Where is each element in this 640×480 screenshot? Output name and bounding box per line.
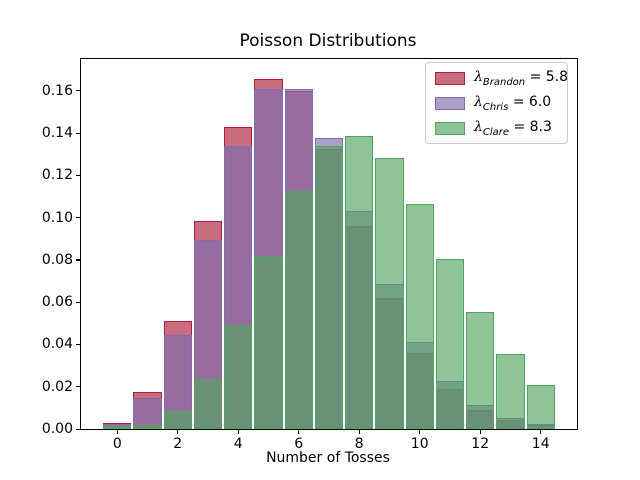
x-tick-label: 12 <box>471 436 490 452</box>
legend-swatch <box>435 96 465 110</box>
legend-entry-brandon: λBrandon = 5.8 <box>435 69 568 87</box>
bar-clare-x6 <box>284 190 313 429</box>
bar-clare-x4 <box>224 325 253 429</box>
bar-clare-x7 <box>314 146 344 429</box>
bar-chris-x1 <box>133 397 162 429</box>
bar-clare-x11 <box>435 259 465 429</box>
legend-swatch <box>435 121 465 135</box>
x-tick-label: 10 <box>410 436 429 452</box>
x-tick-mark <box>358 430 360 434</box>
y-tick-mark <box>76 217 80 219</box>
bar-clare-x1 <box>133 424 162 429</box>
bar-clare-x12 <box>466 311 495 429</box>
bar-clare-x0 <box>103 426 132 429</box>
bars-layer <box>81 59 577 429</box>
bar-clare-x13 <box>496 354 525 429</box>
x-tick-mark <box>540 430 542 434</box>
y-tick-mark <box>76 428 80 430</box>
bar-clare-x3 <box>193 378 223 429</box>
y-tick-label: 0.06 <box>41 294 73 311</box>
legend-label: λBrandon = 5.8 <box>474 68 569 88</box>
y-tick-mark <box>76 132 80 134</box>
y-tick-label: 0.04 <box>41 336 73 353</box>
legend-label: λClare = 8.3 <box>474 118 552 138</box>
legend-label: λChris = 6.0 <box>474 93 552 113</box>
x-tick-label: 6 <box>294 436 304 452</box>
x-tick-mark <box>419 430 421 434</box>
y-tick-mark <box>76 259 80 261</box>
bar-clare-x14 <box>526 384 555 429</box>
y-tick-label: 0.12 <box>41 167 73 184</box>
x-tick-mark <box>237 430 239 434</box>
x-tick-label: 14 <box>531 436 550 452</box>
y-tick-mark <box>76 343 80 346</box>
y-tick-label: 0.02 <box>41 378 73 395</box>
x-tick-label: 4 <box>233 436 243 452</box>
y-tick-mark <box>76 174 80 176</box>
bar-clare-x8 <box>345 135 374 429</box>
chart-title: Poisson Distributions <box>239 31 417 51</box>
x-axis-label: Number of Tosses <box>266 450 390 466</box>
y-tick-mark <box>76 386 80 388</box>
bar-clare-x9 <box>375 158 404 429</box>
legend-entry-clare: λClare = 8.3 <box>435 119 558 137</box>
y-tick-label: 0.14 <box>41 125 73 141</box>
legend-entry-chris: λChris = 6.0 <box>435 94 558 112</box>
y-tick-label: 0.16 <box>41 82 73 99</box>
bar-clare-x5 <box>254 256 283 429</box>
x-tick-mark <box>177 430 179 434</box>
y-tick-mark <box>76 301 80 303</box>
bar-clare-x2 <box>163 410 192 429</box>
x-tick-mark <box>116 430 118 434</box>
legend: λBrandon = 5.8 λChris = 6.0 λClare = 8.3 <box>425 62 568 144</box>
y-tick-label: 0.10 <box>41 209 73 226</box>
legend-swatch <box>435 71 465 85</box>
y-tick-mark <box>76 90 80 92</box>
y-tick-label: 0.08 <box>41 251 73 268</box>
x-tick-mark <box>479 430 481 434</box>
x-tick-label: 2 <box>173 436 183 452</box>
y-tick-label: 0.00 <box>41 421 73 437</box>
bar-clare-x10 <box>405 204 434 429</box>
x-tick-label: 8 <box>354 436 364 452</box>
x-tick-label: 0 <box>112 436 122 452</box>
plot-area: 0.00 0.02 0.04 0.06 0.08 0.10 0.12 0.14 0.16 0 2 4 6… <box>42 58 578 451</box>
x-tick-mark <box>298 430 300 434</box>
